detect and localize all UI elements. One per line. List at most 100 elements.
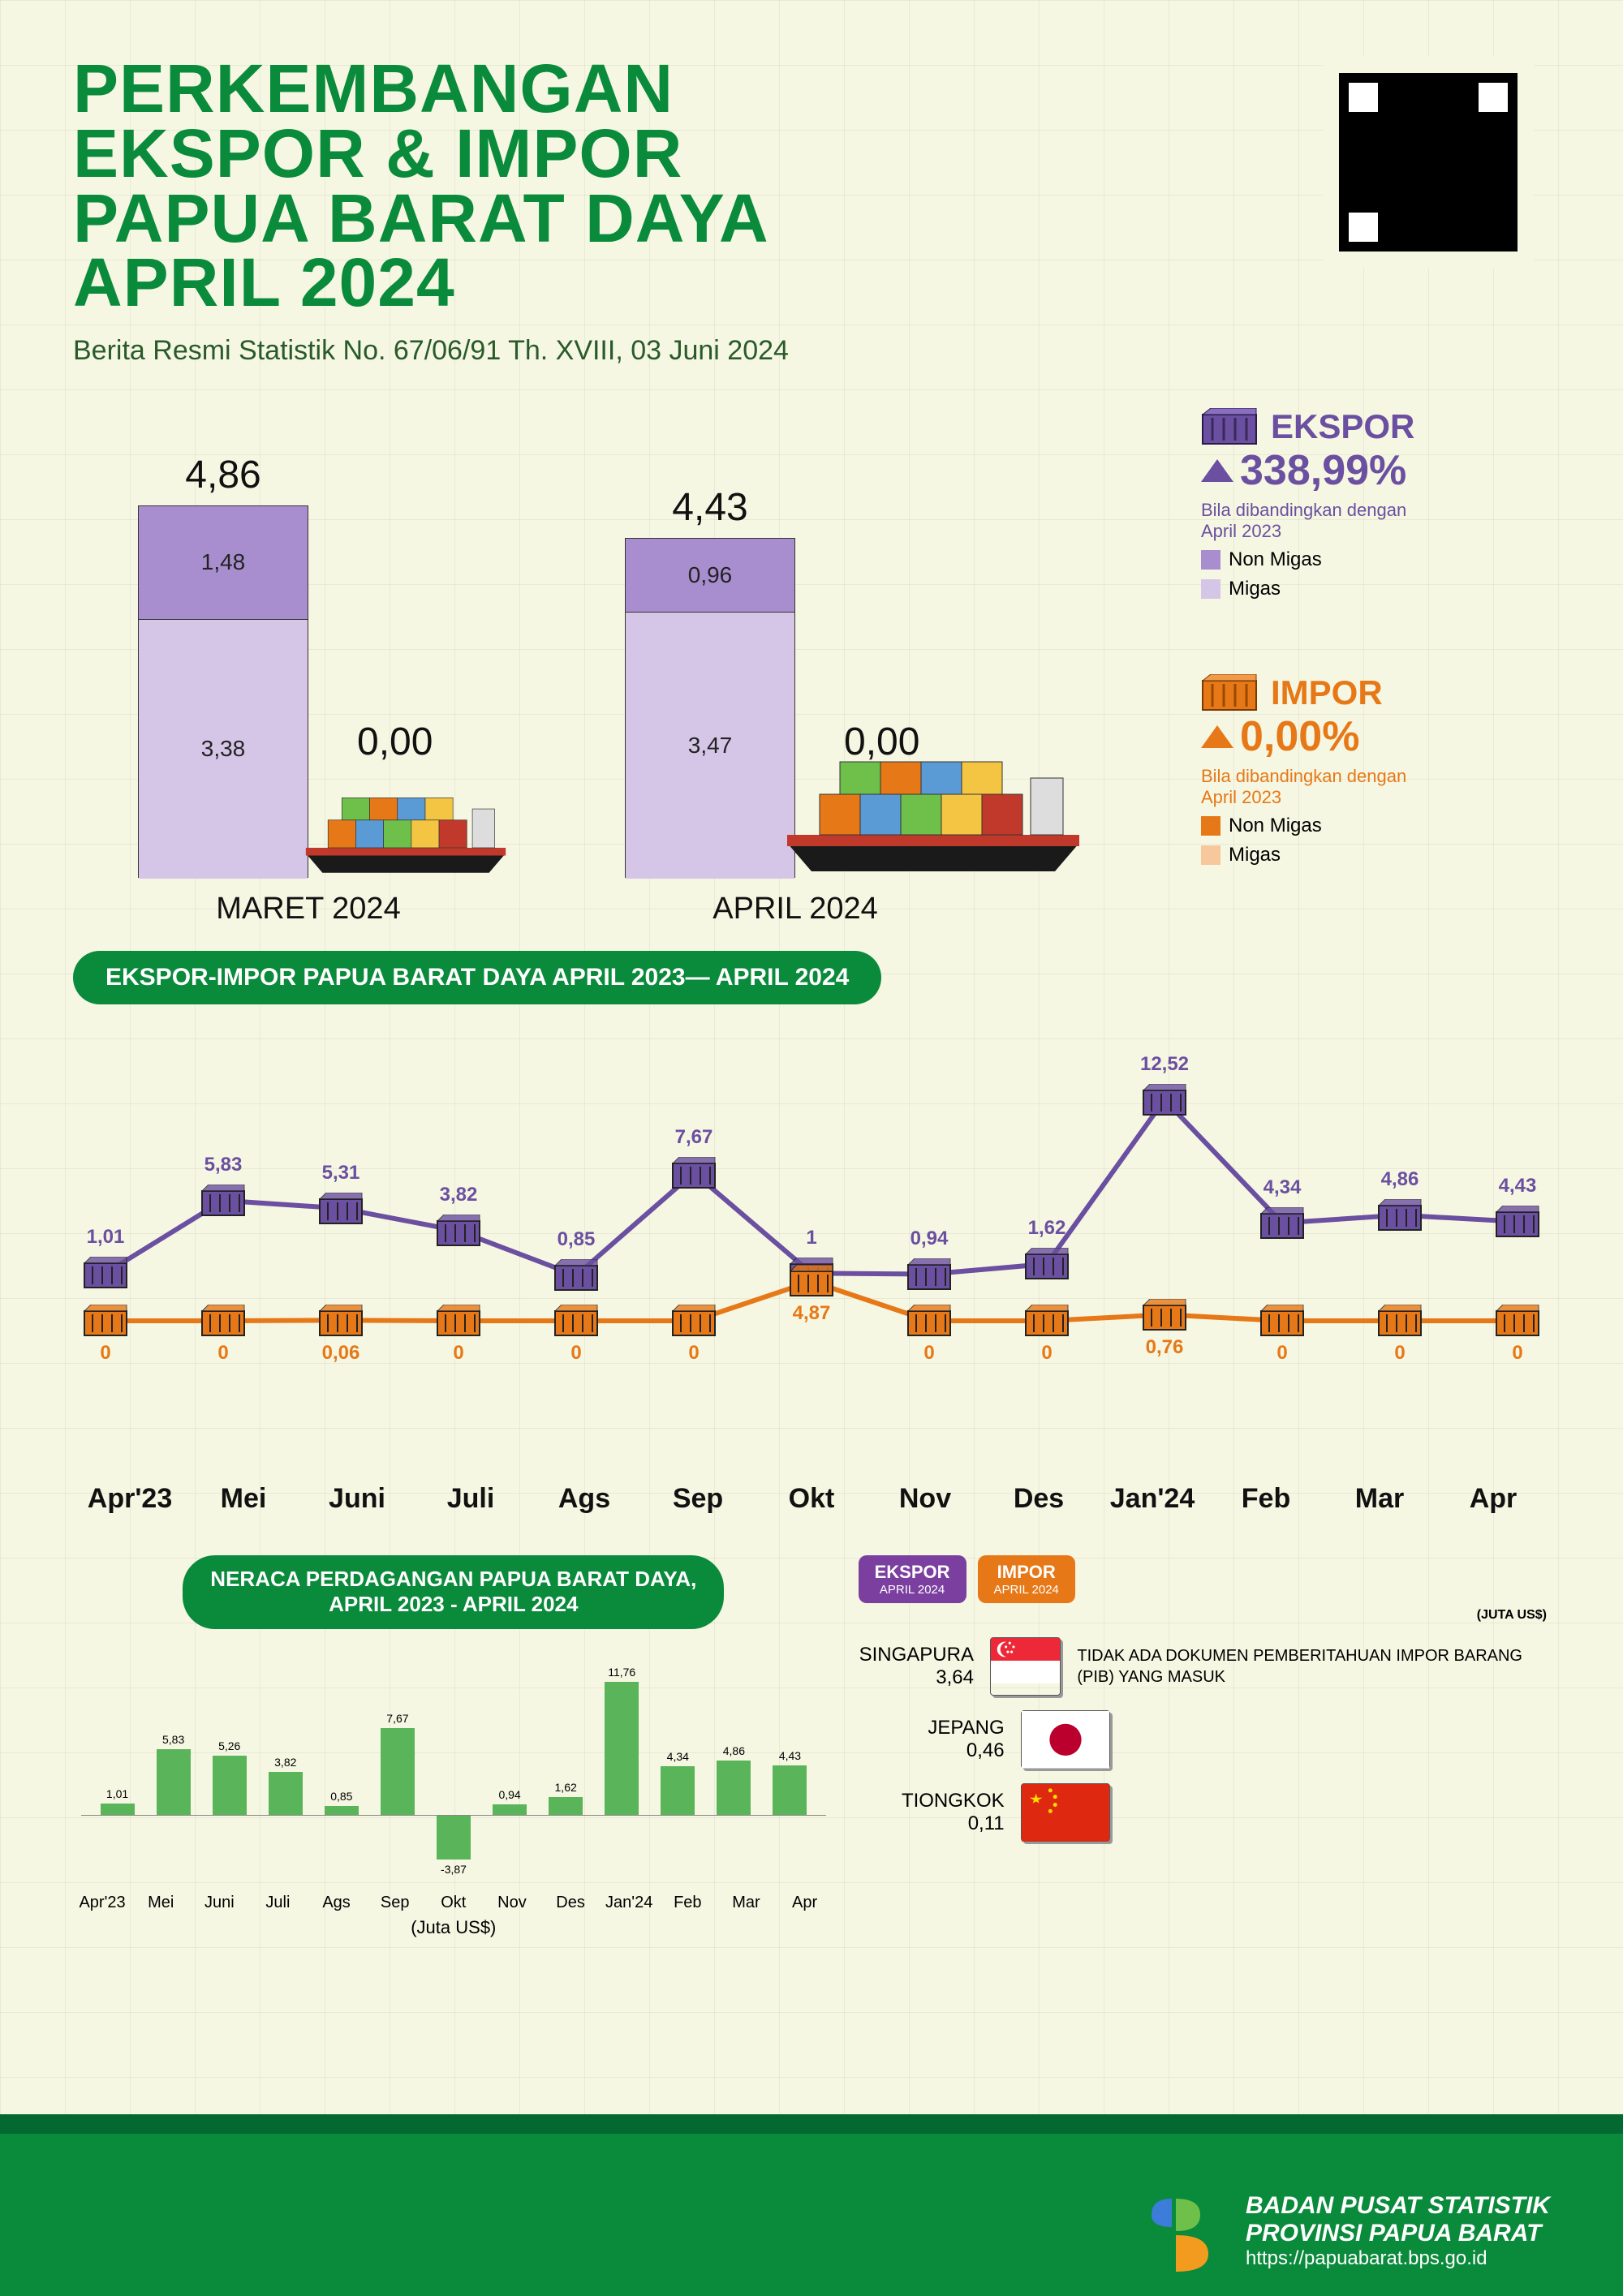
ekspor-value-label: 7,67 <box>675 1126 713 1149</box>
legend-impor-nonmigas: Non Migas <box>1201 815 1550 837</box>
kpi-ekspor-note: Bila dibandingkan dengan April 2023 <box>1201 500 1550 542</box>
month-tick: Okt <box>755 1483 868 1515</box>
container-marker-icon <box>906 1258 952 1295</box>
page-subtitle: Berita Resmi Statistik No. 67/06/91 Th. … <box>73 335 1550 367</box>
container-marker-icon <box>1142 1299 1187 1335</box>
partner-value: 3,64 <box>859 1666 974 1689</box>
balance-bar <box>269 1772 303 1815</box>
month-tick: Apr <box>1436 1483 1550 1515</box>
ekspor-value-label: 4,34 <box>1264 1176 1302 1199</box>
balance-value-label: 5,83 <box>162 1733 184 1746</box>
container-marker-icon <box>1495 1305 1540 1341</box>
container-marker-icon <box>1259 1305 1305 1341</box>
container-marker-icon <box>83 1305 128 1341</box>
balance-month-tick: Okt <box>424 1894 483 1912</box>
partner-name: JEPANG <box>859 1717 1005 1739</box>
ekspor-value-label: 5,31 <box>322 1162 360 1185</box>
kpi-impor-label: IMPOR <box>1271 673 1383 712</box>
month-tick: Mar <box>1323 1483 1436 1515</box>
balance-bar <box>157 1749 191 1816</box>
container-marker-icon <box>906 1305 952 1341</box>
container-marker-icon <box>1377 1305 1423 1341</box>
ekspor-value-label: 4,43 <box>1499 1175 1537 1197</box>
month-tick: Juni <box>300 1483 414 1515</box>
container-marker-icon <box>1024 1248 1070 1284</box>
footer-line3: https://papuabarat.bps.go.id <box>1246 2247 1550 2270</box>
balance-value-label: 0,85 <box>330 1790 352 1803</box>
container-marker-icon <box>789 1265 834 1301</box>
container-icon <box>1201 408 1258 445</box>
month-tick: Jan'24 <box>1096 1483 1209 1515</box>
month-label: MARET 2024 <box>146 892 471 927</box>
impor-value-label: 0,76 <box>1146 1336 1184 1359</box>
balance-bar <box>605 1682 639 1816</box>
month-tick: Mei <box>187 1483 300 1515</box>
ekspor-value-label: 1 <box>806 1227 816 1249</box>
balance-value-label: 4,43 <box>779 1749 801 1762</box>
balance-chart: 1,015,835,263,820,857,67-3,870,941,6211,… <box>73 1645 834 1889</box>
flag-icon <box>1021 1783 1110 1842</box>
container-marker-icon <box>553 1259 599 1296</box>
month-tick: Sep <box>641 1483 755 1515</box>
balance-month-tick: Des <box>541 1894 600 1912</box>
container-marker-icon <box>436 1215 481 1251</box>
bps-logo-icon <box>1143 2191 1225 2272</box>
balance-month-tick: Juli <box>248 1894 307 1912</box>
footer-line2: PROVINSI PAPUA BARAT <box>1246 2220 1550 2247</box>
container-marker-icon <box>1142 1084 1187 1120</box>
impor-value-label: 0 <box>1276 1342 1287 1365</box>
partner-name: SINGAPURA <box>859 1644 974 1666</box>
impor-value-label: 4,87 <box>793 1302 831 1325</box>
page-content: PERKEMBANGAN EKSPOR & IMPOR PAPUA BARAT … <box>0 0 1623 1938</box>
impor-value-label: 0 <box>1512 1342 1522 1365</box>
balance-value-label: 4,86 <box>723 1744 745 1757</box>
kpi-ekspor-label: EKSPOR <box>1271 407 1414 446</box>
container-marker-icon <box>671 1305 717 1341</box>
qr-code <box>1323 57 1534 268</box>
ekspor-value-label: 0,85 <box>558 1228 596 1251</box>
stacked-bar-chart: 1,483,384,860,00MARET 20240,963,474,430,… <box>73 399 1201 943</box>
balance-bar <box>381 1728 415 1815</box>
partner-value: 0,46 <box>859 1739 1005 1762</box>
timeline-band: EKSPOR-IMPOR PAPUA BARAT DAYA APRIL 2023… <box>73 951 881 1004</box>
balance-month-tick: Feb <box>658 1894 717 1912</box>
partners-note: TIDAK ADA DOKUMEN PEMBERITAHUAN IMPOR BA… <box>1077 1645 1550 1688</box>
balance-value-label: 4,34 <box>667 1750 689 1763</box>
container-marker-icon <box>553 1305 599 1341</box>
legend-ekspor-nonmigas: Non Migas <box>1201 548 1550 571</box>
ekspor-value-label: 4,86 <box>1381 1168 1419 1191</box>
ekspor-value-label: 0,94 <box>911 1228 949 1250</box>
month-tick: Feb <box>1209 1483 1323 1515</box>
balance-month-tick: Nov <box>483 1894 541 1912</box>
bottom-section: NERACA PERDAGANGAN PAPUA BARAT DAYA, APR… <box>73 1555 1550 1937</box>
balance-x-labels: Apr'23MeiJuniJuliAgsSepOktNovDesJan'24Fe… <box>73 1894 834 1912</box>
balance-bar <box>213 1756 247 1816</box>
month-label: APRIL 2024 <box>633 892 958 927</box>
container-marker-icon <box>1259 1207 1305 1244</box>
kpi-impor-note: Bila dibandingkan dengan April 2023 <box>1201 766 1550 808</box>
hero-section: 1,483,384,860,00MARET 20240,963,474,430,… <box>73 399 1550 943</box>
balance-month-tick: Apr'23 <box>73 1894 131 1912</box>
balance-bar <box>437 1816 471 1860</box>
pill-impor: IMPOR APRIL 2024 <box>978 1555 1075 1603</box>
balance-month-tick: Apr <box>776 1894 834 1912</box>
balance-month-tick: Sep <box>366 1894 424 1912</box>
footer: BADAN PUSAT STATISTIK PROVINSI PAPUA BAR… <box>0 2134 1623 2296</box>
kpi-impor: IMPOR 0,00% Bila dibandingkan dengan Apr… <box>1201 673 1550 866</box>
impor-value-label: 0 <box>688 1342 699 1365</box>
balance-value-label: -3,87 <box>441 1863 467 1876</box>
bar-total: 4,86 <box>138 453 308 497</box>
kpi-ekspor-value: 338,99% <box>1240 446 1406 495</box>
month-tick: Juli <box>414 1483 527 1515</box>
month-tick: Nov <box>868 1483 982 1515</box>
balance-month-tick: Jan'24 <box>600 1894 658 1912</box>
footer-line1: BADAN PUSAT STATISTIK <box>1246 2192 1550 2220</box>
balance-month-tick: Ags <box>308 1894 366 1912</box>
balance-month-tick: Mei <box>131 1894 190 1912</box>
impor-value-label: 0 <box>453 1342 463 1365</box>
balance-value-label: 7,67 <box>386 1712 408 1725</box>
triangle-up-icon <box>1201 459 1233 482</box>
kpi-impor-value: 0,00% <box>1240 712 1359 761</box>
month-tick: Apr'23 <box>73 1483 187 1515</box>
container-marker-icon <box>1495 1206 1540 1242</box>
